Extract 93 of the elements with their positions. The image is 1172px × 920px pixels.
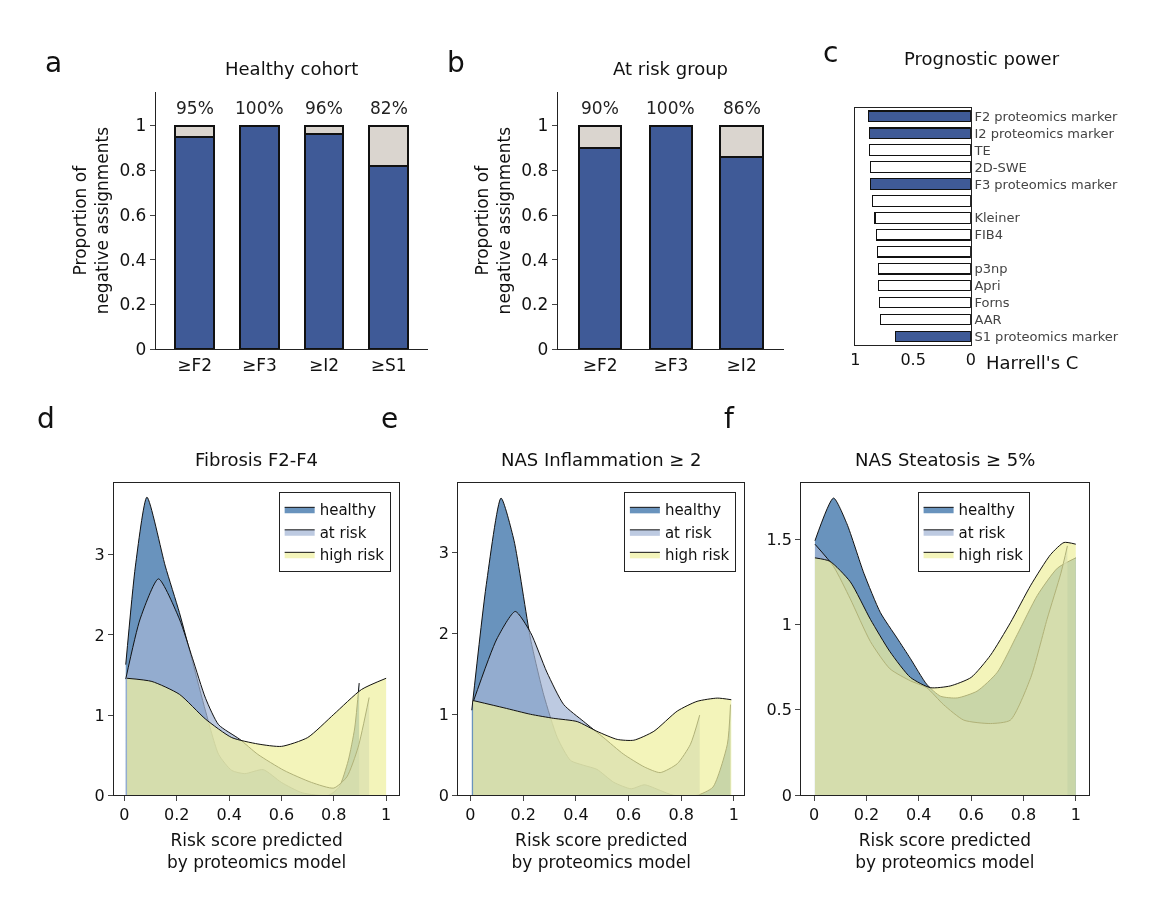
y-tick-label: AAR bbox=[974, 312, 1002, 328]
legend-label: high risk bbox=[958, 546, 1024, 565]
y-tick-label: 0.8 bbox=[521, 160, 549, 181]
x-tick-label: 1 bbox=[850, 350, 861, 370]
y-tick-label: 0 bbox=[781, 785, 792, 805]
x-tick-label: 0.8 bbox=[321, 805, 347, 825]
y-tick-label: 2 bbox=[94, 625, 105, 645]
text: a bbox=[45, 46, 63, 79]
x-tick-label: 0.5 bbox=[900, 350, 926, 370]
text: d bbox=[37, 402, 55, 435]
y-tick-label: 0.2 bbox=[521, 294, 549, 315]
legend-label: at risk bbox=[958, 523, 1006, 542]
data-label: 90% bbox=[581, 98, 619, 118]
y-tick-label: 0.6 bbox=[119, 204, 147, 225]
text: b bbox=[447, 46, 465, 79]
legend-label: at risk bbox=[664, 523, 712, 542]
chart-title: Healthy cohort bbox=[225, 58, 359, 79]
y-tick-label: 1 bbox=[438, 704, 449, 724]
y-tick-label: TE bbox=[973, 142, 991, 158]
legend-label: at risk bbox=[319, 523, 367, 542]
legend-label: healthy bbox=[319, 501, 377, 520]
legend-label: healthy bbox=[664, 501, 722, 520]
y-tick-label: 0.8 bbox=[119, 160, 147, 181]
y-tick-label: 3 bbox=[438, 542, 449, 562]
text: c bbox=[823, 36, 839, 69]
x-tick-label: ≥F2 bbox=[582, 354, 618, 375]
x-axis-title: Risk score predicted by proteomics model bbox=[511, 829, 691, 872]
y-tick-label: 1.5 bbox=[766, 529, 792, 549]
chart-title: At risk group bbox=[613, 58, 728, 79]
y-tick-label: 2D-SWE bbox=[974, 159, 1027, 175]
x-tick-label: 1 bbox=[381, 805, 392, 825]
y-tick-label: Forns bbox=[974, 295, 1010, 311]
x-tick-label: 0.6 bbox=[615, 805, 642, 825]
chart-title: NAS Steatosis ≥ 5% bbox=[855, 449, 1036, 470]
x-tick-label: 0.6 bbox=[268, 805, 295, 825]
text: f bbox=[724, 402, 735, 435]
data-label: 95% bbox=[176, 98, 214, 118]
x-tick-label: 0.4 bbox=[906, 805, 932, 825]
y-axis-title: Proportion of negative assignments bbox=[471, 126, 514, 315]
x-tick-label: 0.4 bbox=[216, 805, 242, 825]
y-tick-label: 1 bbox=[537, 115, 549, 136]
y-tick-label: 0.4 bbox=[521, 249, 549, 270]
data-label: 86% bbox=[723, 98, 761, 118]
x-tick-label: ≥S1 bbox=[370, 354, 407, 375]
data-label: 100% bbox=[235, 98, 284, 118]
y-tick-label: F3 proteomics marker bbox=[974, 176, 1119, 192]
data-label: 100% bbox=[646, 98, 695, 118]
data-label: 82% bbox=[370, 98, 408, 118]
x-tick-label: ≥I2 bbox=[308, 354, 340, 375]
x-tick-label: 1 bbox=[1070, 805, 1081, 825]
y-tick-label: 0.5 bbox=[766, 700, 792, 720]
y-tick-label: Kleiner bbox=[974, 210, 1021, 226]
y-tick-label: 1 bbox=[135, 115, 147, 136]
y-tick-label: 0 bbox=[94, 785, 105, 805]
x-axis-title: Harrell's C bbox=[986, 352, 1079, 373]
y-axis-title: Proportion of negative assignments bbox=[69, 126, 112, 315]
x-tick-label: 0.6 bbox=[958, 805, 984, 825]
y-tick-label: 0.2 bbox=[119, 294, 147, 315]
x-tick-label: 0.2 bbox=[853, 805, 880, 825]
x-tick-label: 0.2 bbox=[164, 805, 190, 825]
x-tick-label: 0 bbox=[809, 805, 820, 825]
x-axis-title: Risk score predicted by proteomics model bbox=[166, 829, 347, 872]
legend-label: high risk bbox=[319, 546, 385, 565]
x-tick-label: 0.4 bbox=[563, 805, 589, 825]
x-tick-label: ≥I2 bbox=[726, 354, 757, 375]
chart-title: NAS Inflammation ≥ 2 bbox=[501, 449, 702, 470]
y-tick-label: FIB4 bbox=[974, 227, 1003, 243]
chart-title: Prognostic power bbox=[904, 48, 1060, 69]
x-tick-label: 0.8 bbox=[668, 805, 694, 825]
y-tick-label: 1 bbox=[94, 705, 105, 725]
text: e bbox=[381, 402, 399, 435]
x-tick-label: 1 bbox=[728, 805, 740, 825]
y-tick-label: 3 bbox=[94, 545, 105, 565]
x-tick-label: ≥F3 bbox=[241, 354, 277, 375]
y-tick-label: 0.4 bbox=[119, 249, 147, 270]
y-tick-label: I2 proteomics marker bbox=[974, 125, 1115, 141]
y-tick-label: 2 bbox=[438, 623, 449, 643]
x-tick-label: 0.8 bbox=[1010, 805, 1037, 825]
y-tick-label: S1 proteomics marker bbox=[974, 328, 1119, 344]
y-tick-label: p3np bbox=[974, 261, 1008, 277]
legend-label: healthy bbox=[958, 501, 1016, 520]
y-tick-label: 0.6 bbox=[521, 204, 549, 225]
y-tick-label: 0 bbox=[438, 785, 449, 805]
y-tick-label: 1 bbox=[781, 615, 792, 635]
y-tick-label: F2 proteomics marker bbox=[974, 108, 1119, 124]
legend-label: high risk bbox=[664, 546, 730, 565]
chart-title: Fibrosis F2-F4 bbox=[195, 449, 319, 470]
y-tick-label: Apri bbox=[974, 278, 1001, 294]
data-label: 96% bbox=[305, 98, 343, 118]
x-tick-label: ≥F3 bbox=[653, 354, 689, 375]
x-tick-label: 0 bbox=[465, 805, 476, 825]
x-axis-title: Risk score predicted by proteomics model bbox=[855, 829, 1035, 872]
x-tick-label: ≥F2 bbox=[177, 354, 213, 375]
